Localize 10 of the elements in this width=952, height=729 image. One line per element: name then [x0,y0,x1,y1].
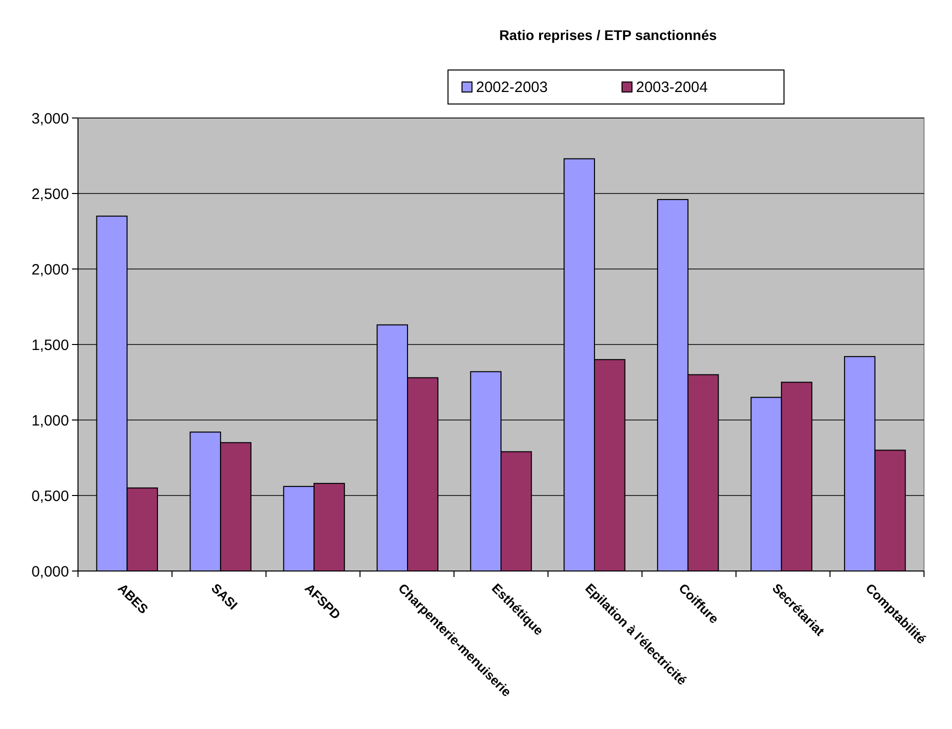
y-tick-label: 0,500 [31,488,69,505]
y-tick-label: 3,000 [31,110,69,128]
legend-label: 2002-2003 [476,79,548,96]
y-tick-label: 2,500 [31,186,69,203]
y-tick-label: 2,000 [31,261,69,278]
legend-label: 2003-2004 [636,79,708,96]
y-tick-label: 1,000 [31,412,69,430]
y-tick-label: 1,500 [31,336,69,354]
y-tick-label: 0,000 [31,563,69,580]
chart-title: Ratio reprises / ETP sanctionnés [499,27,718,43]
